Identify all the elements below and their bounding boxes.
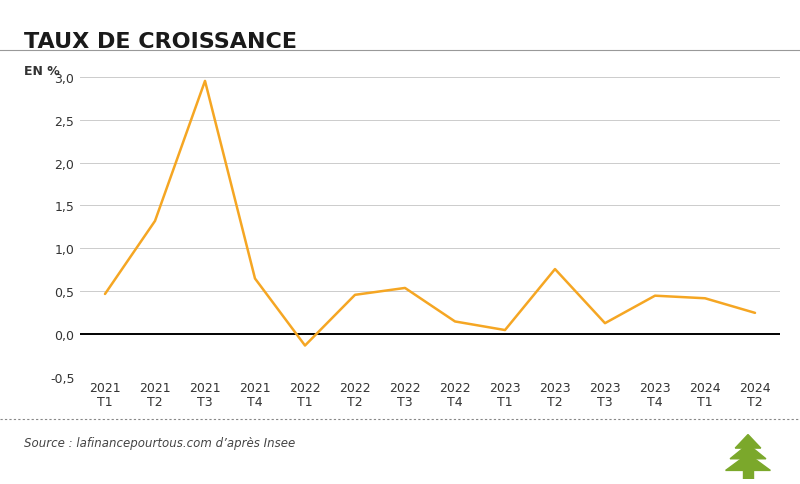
Polygon shape <box>726 454 770 470</box>
Text: TAUX DE CROISSANCE: TAUX DE CROISSANCE <box>24 31 297 51</box>
Text: Source : lafinancepourtous.com d’après Insee: Source : lafinancepourtous.com d’après I… <box>24 437 295 449</box>
Polygon shape <box>730 444 766 459</box>
Polygon shape <box>743 469 753 479</box>
Text: EN %: EN % <box>24 65 60 78</box>
Polygon shape <box>735 435 761 448</box>
